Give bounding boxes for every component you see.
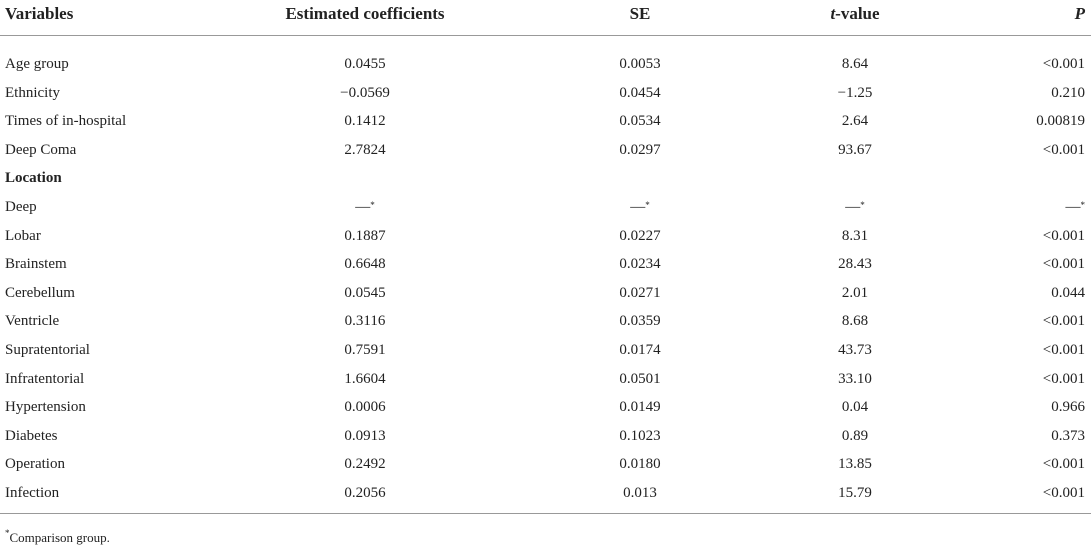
table-cell: 93.67 [838,141,872,158]
table-cell: 0.0359 [619,313,661,330]
superscript: * [370,200,375,210]
header-cell: Estimated coefficients [285,4,445,23]
table-cell: 2.7824 [344,141,386,158]
table-cell: 0.044 [1051,284,1085,301]
table-cell: Cerebellum [5,284,75,301]
table-cell: Times of in-hospital [5,113,127,130]
table-cell: 0.0053 [619,56,661,72]
footnote-text: Comparison group. [9,530,110,545]
table-cell: 0.0454 [619,84,661,101]
table-cell: 0.0227 [619,227,661,244]
table-cell: 0.0180 [619,456,661,473]
table-cell: 0.2056 [344,485,386,501]
table-cell: Infratentorial [5,370,85,387]
table-cell: 0.0149 [619,399,661,416]
footnote: *Comparison group. [5,528,110,546]
table-cell: 8.64 [841,56,869,72]
section-label: Location [5,170,62,187]
table-cell: <0.001 [1042,256,1085,273]
table-cell: 0.2492 [344,456,386,473]
table-cell: 8.68 [841,313,869,330]
text-part: -value [835,4,880,23]
text-part: — [355,199,371,215]
header-cell: Variables [5,4,74,23]
table-cell: 0.0234 [619,256,661,273]
header-cell: t-value [830,4,879,24]
table-cell: Ethnicity [5,84,60,101]
table-cell: Lobar [5,227,41,244]
superscript: * [860,200,865,210]
table-cell: 0.0174 [619,342,661,358]
table-cell: 43.73 [838,342,872,358]
table-cell: Diabetes [5,427,58,444]
table-cell: 0.0455 [344,56,386,72]
table-cell: Ventricle [5,313,60,330]
table-cell: 0.373 [1051,427,1085,444]
table-cell: 2.64 [841,113,869,130]
table-cell: 0.0913 [344,427,386,444]
table-cell: −1.25 [837,84,873,101]
table-cell: 0.0297 [619,141,661,158]
footnote-mark: * [5,528,10,538]
text-part: — [845,199,861,215]
table-cell: 28.43 [838,256,872,273]
table-cell: 0.89 [841,427,869,444]
table-cell: 0.00819 [1036,113,1085,130]
table-cell: 0.0545 [344,284,386,301]
table-cell: −0.0569 [340,84,390,101]
table-cell: 0.1023 [619,427,661,444]
table-cell: 0.966 [1051,399,1085,416]
italic-part: t [830,4,836,23]
header-rule [0,35,1091,36]
superscript: * [1080,200,1086,210]
superscript: * [645,200,650,210]
table-cell: <0.001 [1042,370,1085,387]
table-cell: <0.001 [1042,485,1085,501]
table-cell: 1.6604 [344,370,386,387]
table-cell: —* [355,197,375,217]
table-cell: 0.0534 [619,113,661,130]
table-cell: <0.001 [1042,141,1085,158]
table-cell: 0.6648 [344,256,386,273]
table-cell: 33.10 [838,370,872,387]
table-cell: 0.0271 [619,284,661,301]
table-cell: Supratentorial [5,342,90,358]
table-cell: Operation [5,456,65,473]
table-cell: 0.04 [841,399,869,416]
table-cell: 13.85 [838,456,872,473]
table-cell: Deep [5,199,37,215]
table-cell: 8.31 [841,227,869,244]
table-cell: 0.210 [1051,84,1085,101]
table-cell: Deep Coma [5,141,77,158]
bottom-rule [0,513,1091,514]
table-cell: <0.001 [1042,56,1085,72]
table-cell: —* [845,197,865,217]
table-cell: 15.79 [838,485,872,501]
table-cell: 2.01 [841,284,869,301]
header-cell: SE [629,4,651,23]
table-cell: 0.7591 [344,342,386,358]
table-cell: 0.1412 [344,113,386,130]
header-cell: P [1074,4,1085,23]
table-cell: <0.001 [1042,227,1085,244]
table-cell: —* [1066,197,1086,217]
table-cell: 0.013 [623,485,657,501]
table-cell: Age group [5,56,69,72]
table-cell: 0.3116 [344,313,386,330]
table-cell: —* [630,197,650,217]
table-cell: Brainstem [5,256,67,273]
table-cell: Hypertension [5,399,86,416]
table-cell: 0.0006 [344,399,386,416]
table-cell: 0.1887 [344,227,386,244]
table-cell: 0.0501 [619,370,661,387]
table-cell: <0.001 [1042,313,1085,330]
text-part: — [1065,199,1081,215]
table-cell: <0.001 [1042,456,1085,473]
text-part: — [630,199,646,215]
table-cell: Infection [5,485,60,501]
table-cell: <0.001 [1042,342,1085,358]
